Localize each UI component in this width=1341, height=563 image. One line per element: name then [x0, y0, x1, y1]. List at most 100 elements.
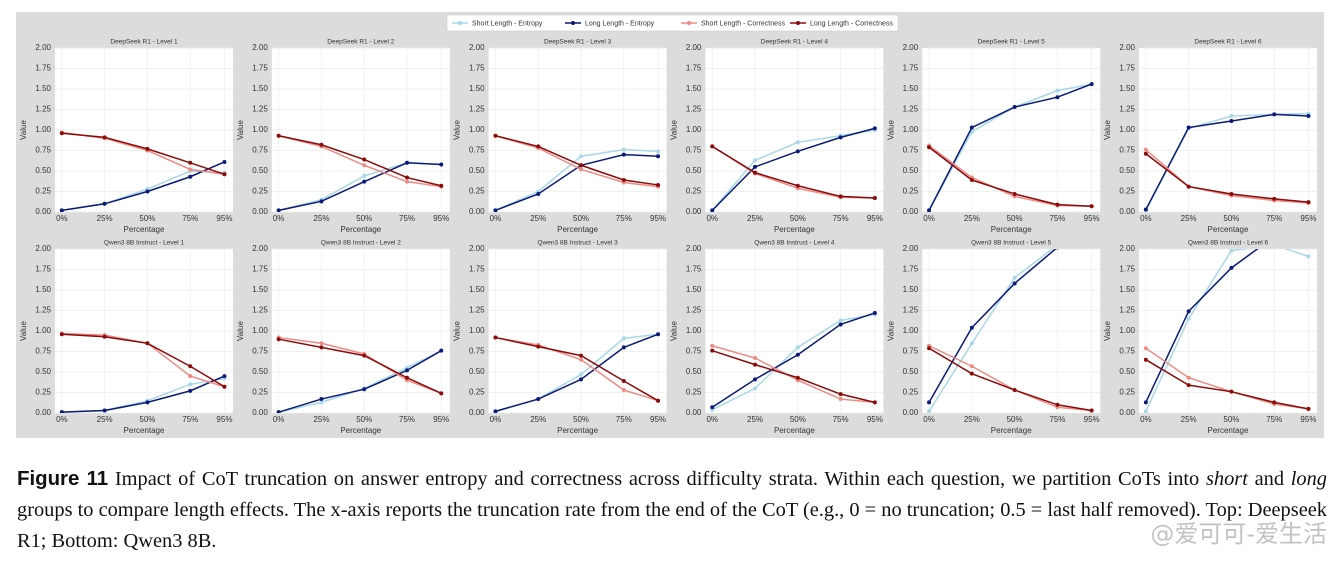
data-point — [1012, 191, 1017, 196]
x-axis-label: Percentage — [1208, 426, 1249, 435]
data-point — [59, 410, 64, 413]
data-point — [276, 410, 281, 413]
data-point — [102, 135, 107, 140]
x-tick-label: 50% — [139, 214, 155, 223]
caption-text: and — [1247, 468, 1291, 490]
data-point — [59, 332, 64, 337]
data-point — [621, 147, 626, 152]
y-tick-label: 0.50 — [35, 166, 51, 175]
x-tick-label: 0% — [273, 214, 285, 223]
figure-background — [16, 12, 1324, 438]
y-tick-label: 0.00 — [1119, 207, 1135, 216]
data-point — [1306, 406, 1311, 411]
data-point — [969, 125, 974, 130]
data-point — [1229, 265, 1234, 270]
y-tick-label: 1.00 — [252, 326, 268, 335]
legend-label: Short Length - Correctness — [701, 20, 786, 27]
y-tick-label: 1.00 — [1119, 326, 1135, 335]
data-point — [872, 310, 877, 315]
y-tick-label: 1.75 — [903, 265, 919, 274]
subplot-title: Qwen3 8B Instruct - Level 1 — [104, 240, 185, 247]
y-tick-label: 0.25 — [903, 187, 919, 196]
data-point — [536, 191, 541, 196]
y-tick-label: 0.50 — [469, 166, 485, 175]
data-point — [188, 388, 193, 393]
data-point — [188, 382, 193, 387]
y-tick-label: 0.00 — [686, 408, 702, 417]
data-point — [145, 341, 150, 346]
data-point — [927, 208, 932, 212]
data-point — [493, 335, 498, 340]
data-point — [753, 170, 758, 175]
data-point — [362, 163, 367, 168]
x-tick-label: 25% — [747, 415, 763, 424]
data-point — [1306, 254, 1311, 259]
data-point — [1229, 249, 1234, 253]
data-point — [579, 167, 584, 172]
y-tick-label: 0.50 — [1119, 166, 1135, 175]
data-point — [439, 391, 444, 396]
y-tick-label: 0.50 — [686, 166, 702, 175]
data-point — [1055, 402, 1060, 407]
y-tick-label: 0.25 — [35, 388, 51, 397]
y-tick-label: 0.75 — [469, 347, 485, 356]
y-tick-label: 1.50 — [35, 84, 51, 93]
data-point — [319, 400, 324, 405]
x-tick-label: 50% — [1007, 214, 1023, 223]
legend-marker — [796, 21, 800, 25]
y-tick-label: 1.75 — [35, 64, 51, 73]
x-tick-label: 25% — [964, 415, 980, 424]
data-point — [1186, 316, 1191, 321]
data-point — [753, 386, 758, 391]
subplot: Qwen3 8B Instruct - Level 4 0.00 0.25 0.50 0… — [670, 240, 884, 435]
y-tick-label: 2.00 — [903, 43, 919, 52]
data-point — [753, 377, 758, 382]
data-point — [102, 201, 107, 206]
y-tick-label: 0.00 — [1119, 408, 1135, 417]
x-tick-label: 25% — [1181, 214, 1197, 223]
data-point — [1143, 207, 1148, 212]
data-point — [621, 345, 626, 350]
subplot: Qwen3 8B Instruct - Level 3 0.00 0.25 0.50 0… — [453, 240, 667, 435]
y-tick-label: 0.00 — [469, 207, 485, 216]
subplot: DeepSeek R1 - Level 3 0.00 0.25 0.50 0.75 1.0… — [453, 39, 667, 234]
data-point — [579, 353, 584, 358]
y-tick-label: 1.25 — [903, 105, 919, 114]
x-tick-label: 75% — [833, 415, 849, 424]
legend-label: Long Length - Correctness — [810, 20, 893, 27]
y-tick-label: 0.25 — [252, 388, 268, 397]
y-tick-label: 0.75 — [35, 146, 51, 155]
x-tick-label: 75% — [1266, 415, 1282, 424]
data-point — [1306, 200, 1311, 205]
y-axis-label: Value — [670, 321, 679, 341]
x-tick-label: 25% — [530, 214, 546, 223]
x-tick-label: 75% — [833, 214, 849, 223]
y-axis-label: Value — [886, 321, 895, 341]
data-point — [276, 337, 281, 342]
subplot: DeepSeek R1 - Level 4 0.00 0.25 0.50 0.75 1.0… — [670, 39, 884, 234]
data-point — [405, 179, 410, 184]
data-point — [362, 353, 367, 358]
x-tick-label: 50% — [356, 214, 372, 223]
x-tick-label: 0% — [490, 214, 502, 223]
y-tick-label: 0.25 — [469, 187, 485, 196]
x-tick-label: 0% — [923, 415, 935, 424]
data-point — [838, 392, 843, 397]
caption-label: Figure 11 — [17, 468, 109, 490]
y-tick-label: 1.25 — [1119, 105, 1135, 114]
x-tick-label: 25% — [1181, 415, 1197, 424]
x-tick-label: 25% — [313, 214, 329, 223]
data-point — [1143, 346, 1148, 351]
y-axis-label: Value — [19, 120, 28, 140]
y-tick-label: 0.75 — [903, 347, 919, 356]
x-tick-label: 75% — [182, 415, 198, 424]
watermark: @爱可可-爱生活 — [1150, 520, 1327, 548]
y-tick-label: 0.75 — [252, 146, 268, 155]
x-tick-label: 0% — [56, 415, 68, 424]
series-group — [493, 332, 661, 413]
legend-box — [446, 14, 899, 32]
data-point — [927, 400, 932, 405]
y-tick-label: 0.00 — [469, 408, 485, 417]
data-point — [1055, 95, 1060, 100]
data-point — [927, 145, 932, 150]
